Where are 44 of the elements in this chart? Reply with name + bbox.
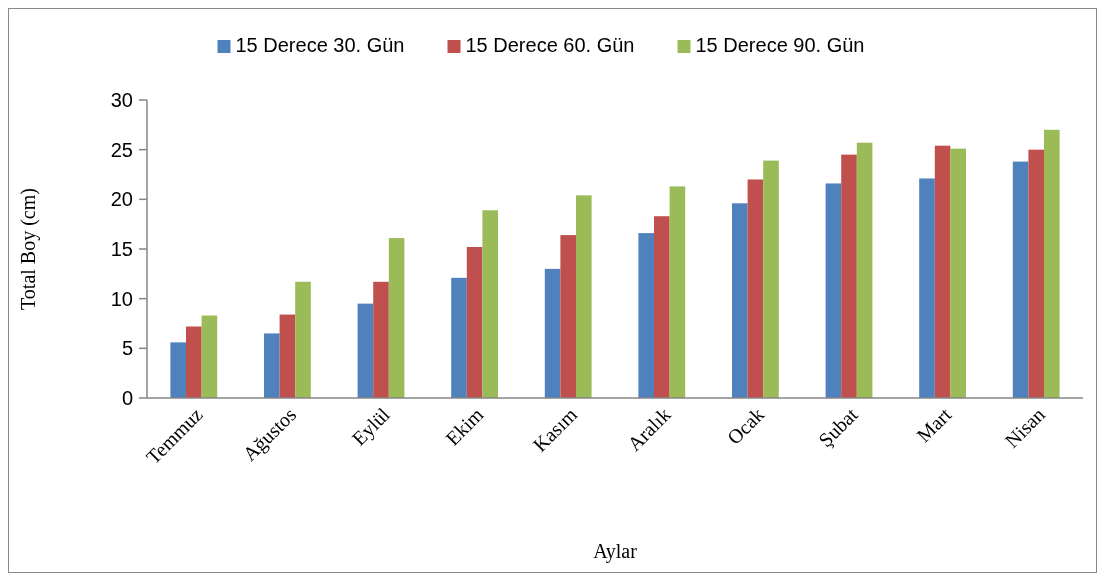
x-tick-label: Ocak xyxy=(722,403,769,449)
bar xyxy=(264,333,280,398)
bar xyxy=(560,235,576,398)
bar xyxy=(825,183,842,398)
bar xyxy=(669,186,686,398)
y-tick-label: 5 xyxy=(121,337,133,360)
bar xyxy=(654,216,670,398)
bar xyxy=(544,268,561,398)
bar xyxy=(388,238,405,398)
legend-label: 15 Derece 60. Gün xyxy=(465,34,635,56)
bar xyxy=(1044,129,1060,398)
legend-label: 15 Derece 90. Gün xyxy=(695,34,865,56)
y-tick-label: 30 xyxy=(110,89,133,111)
bar xyxy=(841,154,857,398)
bar xyxy=(373,281,389,398)
bar xyxy=(357,303,374,398)
legend-label: 15 Derece 30. Gün xyxy=(235,34,405,56)
bar xyxy=(732,203,748,398)
bar xyxy=(763,160,779,398)
y-tick-label: 10 xyxy=(110,287,133,310)
bar xyxy=(186,326,202,398)
bar xyxy=(856,142,873,398)
bar xyxy=(451,277,467,398)
bar xyxy=(1012,161,1029,398)
bar xyxy=(934,145,951,398)
y-tick-label: 0 xyxy=(121,387,133,409)
bar xyxy=(279,314,296,398)
y-tick-label: 15 xyxy=(110,238,133,260)
x-axis-title: Aylar xyxy=(593,540,638,563)
bar xyxy=(482,210,498,398)
y-tick-label: 25 xyxy=(110,138,133,161)
bar xyxy=(747,179,764,398)
y-axis-title: Total Boy (cm) xyxy=(17,188,40,310)
bar xyxy=(201,315,218,398)
x-tick-label: Mart xyxy=(912,402,956,447)
bar xyxy=(170,342,186,398)
y-tick-label: 20 xyxy=(110,188,133,211)
bar xyxy=(1028,149,1044,398)
bar xyxy=(295,281,311,398)
bar xyxy=(638,233,654,398)
bar xyxy=(466,247,483,398)
bar xyxy=(919,178,935,398)
bar xyxy=(576,195,592,398)
bar xyxy=(950,148,966,398)
